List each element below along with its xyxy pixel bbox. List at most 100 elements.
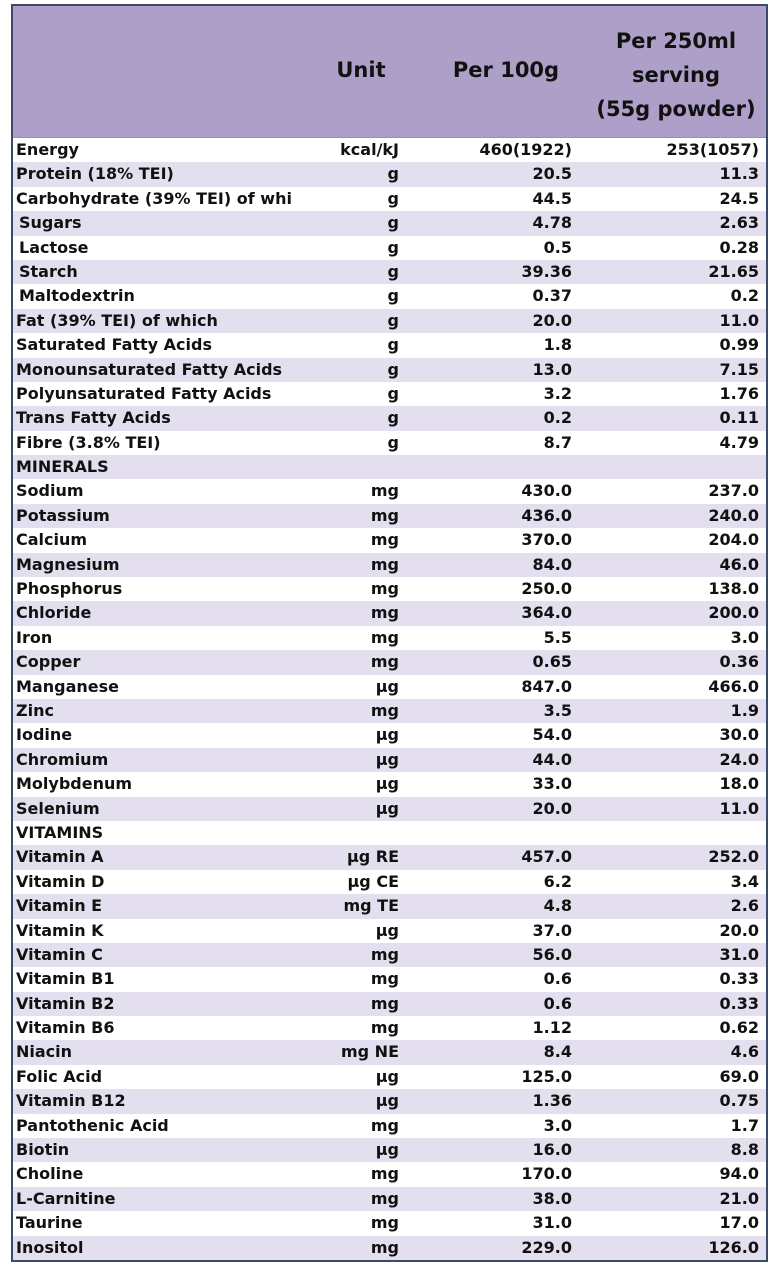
nutrient-name: Vitamin B1	[16, 969, 115, 989]
table-row: Vitamin D µg CE 6.2 3.4	[13, 869, 766, 895]
nutrient-unit: g	[387, 359, 399, 379]
nutrient-name: Polyunsaturated Fatty Acids	[16, 383, 272, 403]
value-per-100g: 44.0	[532, 749, 572, 769]
nutrient-unit: µg	[375, 749, 399, 769]
value-per-100g: 3.5	[543, 700, 572, 720]
table-row: Vitamin B6 mg 1.12 0.62	[13, 1016, 766, 1041]
nutrient-unit: g	[387, 261, 399, 281]
nutrient-unit: g	[387, 335, 399, 355]
value-per-100g: 38.0	[532, 1188, 572, 1208]
value-per-100g: 3.2	[543, 383, 572, 403]
value-per-100g: 20.0	[532, 310, 572, 330]
nutrient-unit: mg	[370, 1164, 399, 1184]
value-per-serving: 17.0	[719, 1213, 759, 1233]
nutrient-name: Fat (39% TEI) of which	[16, 310, 218, 330]
value-per-serving: 11.0	[719, 798, 759, 818]
nutrient-unit: µg	[375, 1091, 399, 1111]
table-row: Trans Fatty Acids g 0.2 0.11	[13, 406, 766, 431]
table-row: Fat (39% TEI) of which g 20.0 11.0	[13, 308, 766, 334]
value-per-serving: 240.0	[708, 505, 759, 525]
nutrient-unit: µg	[375, 676, 399, 696]
table-row: Chromium µg 44.0 24.0	[13, 747, 766, 773]
value-per-100g: 20.0	[532, 798, 572, 818]
table-body: Energy kcal/kJ 460(1922) 253(1057) Protein (…	[13, 138, 766, 1260]
nutrient-name: Niacin	[16, 1042, 73, 1062]
nutrient-unit: mg NE	[340, 1042, 399, 1062]
nutrient-name: Sodium	[16, 481, 84, 501]
nutrient-name: Pantothenic Acid	[16, 1115, 169, 1135]
table-row: Lactose g 0.5 0.28	[13, 235, 766, 260]
nutrient-name: Lactose	[19, 237, 89, 257]
nutrient-unit: g	[387, 310, 399, 330]
value-per-serving: 1.7	[730, 1115, 759, 1135]
header-per-serving: Per 250ml serving (55g powder)	[593, 24, 759, 126]
table-row: Zinc mg 3.5 1.9	[13, 698, 766, 724]
section-header-row: VITAMINS	[13, 820, 766, 846]
value-per-serving: 31.0	[719, 944, 759, 964]
table-row: Vitamin B2 mg 0.6 0.33	[13, 991, 766, 1017]
value-per-serving: 21.0	[719, 1188, 759, 1208]
value-per-100g: 4.8	[543, 896, 572, 916]
value-per-serving: 21.65	[708, 261, 759, 281]
nutrient-name: Potassium	[16, 505, 110, 525]
table-row: Vitamin C mg 56.0 31.0	[13, 942, 766, 968]
nutrient-unit: mg	[370, 1115, 399, 1135]
table-row: Vitamin E mg TE 4.8 2.6	[13, 894, 766, 919]
value-per-serving: 11.3	[719, 164, 759, 184]
nutrient-name: Maltodextrin	[19, 286, 135, 306]
nutrient-unit: g	[387, 408, 399, 428]
table-header: Unit Per 100g Per 250ml serving (55g pow…	[13, 6, 766, 138]
header-unit: Unit	[336, 58, 386, 82]
table-row: L-Carnitine mg 38.0 21.0	[13, 1186, 766, 1212]
nutrient-unit: µg	[375, 798, 399, 818]
nutrient-unit: µg CE	[347, 871, 399, 891]
nutrient-unit: g	[387, 164, 399, 184]
nutrient-name: Magnesium	[16, 554, 120, 574]
nutrient-name: Protein (18% TEI)	[16, 164, 174, 184]
nutrient-unit: mg	[370, 700, 399, 720]
nutrient-name: Iodine	[16, 725, 73, 745]
value-per-serving: 3.0	[730, 627, 759, 647]
value-per-serving: 4.79	[719, 432, 759, 452]
value-per-100g: 54.0	[532, 725, 572, 745]
nutrient-unit: g	[387, 383, 399, 403]
nutrient-name: Copper	[16, 652, 81, 672]
value-per-100g: 37.0	[532, 920, 572, 940]
nutrient-name: Vitamin D	[16, 871, 105, 891]
nutrient-name: MINERALS	[16, 457, 109, 477]
nutrient-unit: mg	[370, 627, 399, 647]
value-per-100g: 436.0	[521, 505, 572, 525]
nutrient-name: Iron	[16, 627, 53, 647]
nutrient-name: Energy	[16, 140, 79, 159]
section-header-row: MINERALS	[13, 455, 766, 480]
nutrient-unit: mg	[370, 554, 399, 574]
nutrient-name: Carbohydrate (39% TEI) of whi	[16, 188, 292, 208]
nutrient-unit: mg TE	[343, 896, 399, 916]
table-row: Protein (18% TEI) g 20.5 11.3	[13, 162, 766, 187]
value-per-100g: 847.0	[521, 676, 572, 696]
value-per-serving: 2.6	[730, 896, 759, 916]
nutrient-unit: g	[387, 432, 399, 452]
table-row: Iodine µg 54.0 30.0	[13, 723, 766, 748]
nutrient-unit: mg	[370, 993, 399, 1013]
value-per-serving: 138.0	[708, 579, 759, 599]
table-row: Calcium mg 370.0 204.0	[13, 528, 766, 553]
value-per-100g: 31.0	[532, 1213, 572, 1233]
header-per-serving-line-1: Per 250ml	[615, 29, 737, 53]
table-row: Manganese µg 847.0 466.0	[13, 674, 766, 699]
value-per-100g: 170.0	[521, 1164, 572, 1184]
nutrient-name: Phosphorus	[16, 579, 123, 599]
table-row: Vitamin B12 µg 1.36 0.75	[13, 1089, 766, 1114]
nutrient-name: Vitamin B2	[16, 993, 115, 1013]
nutrient-unit: mg	[370, 481, 399, 501]
value-per-serving: 0.2	[730, 286, 759, 306]
table-row: Magnesium mg 84.0 46.0	[13, 552, 766, 578]
value-per-serving: 200.0	[708, 603, 759, 623]
table-row: Chloride mg 364.0 200.0	[13, 601, 766, 626]
value-per-100g: 4.78	[532, 213, 572, 233]
value-per-serving: 3.4	[730, 871, 759, 891]
value-per-serving: 0.28	[719, 237, 759, 257]
nutrient-name: Vitamin B12	[16, 1091, 126, 1111]
table-row: Monounsaturated Fatty Acids g 13.0 7.15	[13, 357, 766, 382]
table-row: Selenium µg 20.0 11.0	[13, 796, 766, 821]
